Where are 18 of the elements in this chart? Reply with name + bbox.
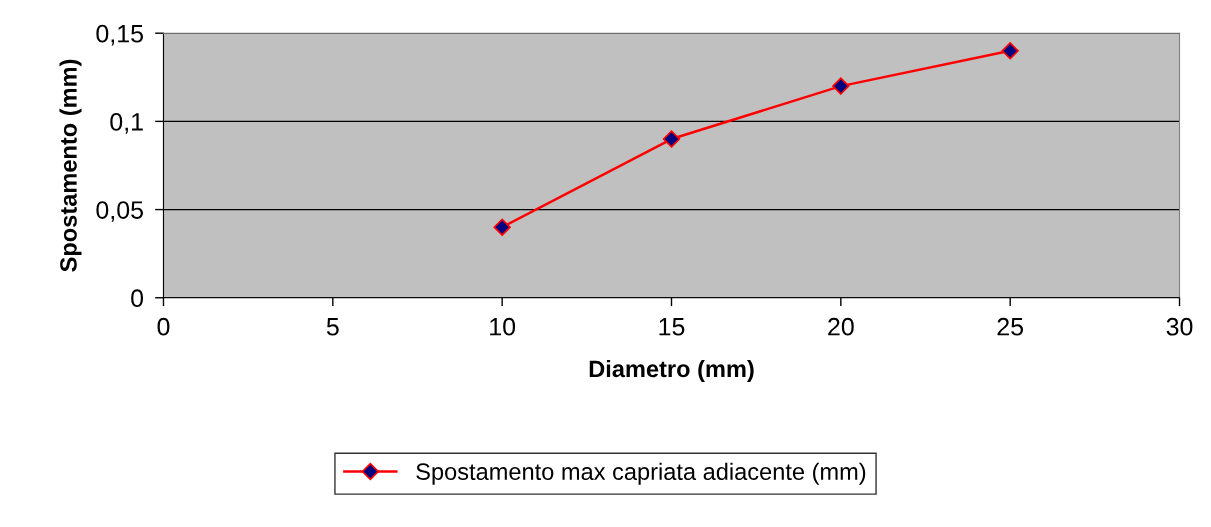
x-tick-label: 30 (1166, 317, 1193, 336)
y-tick-label: 0,15 (96, 24, 143, 46)
point (662, 130, 681, 148)
x-tick-label: 5 (326, 318, 339, 336)
y-axis-title: Spostamento (mm) (59, 59, 82, 272)
x-tick-label: 10 (490, 317, 516, 336)
x-axis-title: Diametro (mm) (589, 359, 754, 382)
legend-label: Spostamento max capriata adiacente (mm) (416, 462, 866, 485)
x-tick-label: 15 (659, 318, 685, 336)
y-tick-label: 0,1 (110, 112, 143, 134)
y-tick-label: 0 (131, 289, 144, 308)
x-tick-label: 25 (997, 317, 1024, 336)
point (832, 77, 850, 95)
x-tick-label: 20 (828, 317, 854, 336)
y-tick-label: 0,05 (96, 201, 143, 222)
point (493, 218, 511, 236)
point (1001, 42, 1019, 60)
x-tick-label: 0 (157, 317, 170, 336)
